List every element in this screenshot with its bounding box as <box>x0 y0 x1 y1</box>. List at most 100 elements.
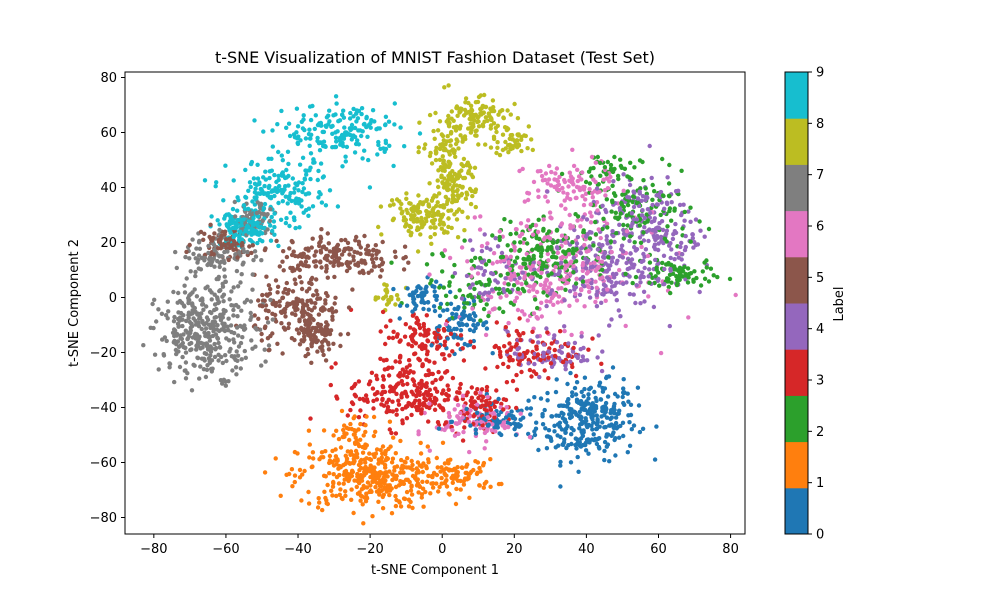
scatter-point-label-2 <box>638 186 643 191</box>
scatter-point-label-8 <box>448 143 453 148</box>
scatter-point-label-3 <box>369 370 375 375</box>
scatter-point-label-0 <box>614 426 619 431</box>
scatter-point-label-2 <box>508 248 514 253</box>
scatter-point-label-4 <box>566 341 571 346</box>
scatter-point-label-9 <box>364 124 369 130</box>
scatter-point-label-7 <box>236 333 241 338</box>
scatter-point-label-5 <box>301 339 306 344</box>
scatter-point-label-2 <box>587 181 593 186</box>
scatter-point-label-6 <box>596 227 601 232</box>
scatter-point-label-7 <box>237 250 242 255</box>
scatter-point-label-0 <box>526 398 531 403</box>
scatter-point-label-8 <box>452 150 457 156</box>
scatter-point-label-7 <box>228 323 234 328</box>
scatter-point-label-4 <box>600 203 605 208</box>
scatter-point-label-4 <box>617 254 623 259</box>
scatter-point-label-3 <box>374 376 380 382</box>
scatter-point-label-7 <box>249 212 254 217</box>
scatter-point-label-9 <box>306 206 312 211</box>
scatter-point-label-2 <box>624 213 629 218</box>
scatter-point-label-6 <box>460 393 466 398</box>
scatter-point-label-6 <box>579 177 584 182</box>
scatter-point-label-2 <box>677 272 683 277</box>
scatter-point-label-5 <box>297 274 302 280</box>
scatter-point-label-3 <box>434 339 439 344</box>
scatter-point-label-0 <box>473 427 478 432</box>
scatter-point-label-3 <box>492 415 497 420</box>
scatter-point-label-7 <box>180 354 185 360</box>
scatter-point-label-6 <box>528 275 534 280</box>
scatter-point-label-2 <box>522 261 528 267</box>
scatter-point-label-9 <box>341 108 346 113</box>
scatter-point-label-5 <box>319 265 324 270</box>
scatter-point-label-1 <box>322 489 327 494</box>
scatter-point-label-6 <box>574 276 579 281</box>
scatter-point-label-6 <box>733 292 738 298</box>
scatter-point-label-1 <box>342 477 347 482</box>
scatter-point-label-7 <box>148 325 153 330</box>
scatter-point-label-1 <box>465 462 470 467</box>
scatter-point-label-8 <box>456 146 461 151</box>
scatter-point-label-0 <box>586 451 591 456</box>
scatter-point-label-4 <box>597 242 602 247</box>
scatter-point-label-9 <box>315 138 320 144</box>
scatter-point-label-8 <box>448 131 454 136</box>
scatter-point-label-1 <box>358 437 363 442</box>
scatter-point-label-2 <box>675 281 680 286</box>
scatter-point-label-0 <box>588 406 593 411</box>
scatter-point-label-2 <box>462 238 467 243</box>
scatter-point-label-9 <box>306 131 312 137</box>
scatter-point-label-7 <box>230 368 235 373</box>
scatter-point-label-6 <box>485 394 490 400</box>
scatter-point-label-9 <box>308 176 313 182</box>
scatter-point-label-8 <box>508 133 513 138</box>
scatter-point-label-1 <box>461 482 467 487</box>
scatter-point-label-3 <box>506 333 511 338</box>
scatter-point-label-3 <box>442 398 447 403</box>
scatter-point-label-6 <box>472 215 477 220</box>
scatter-point-label-4 <box>627 274 632 279</box>
scatter-point-label-4 <box>677 202 683 208</box>
scatter-point-label-1 <box>330 460 335 465</box>
scatter-point-label-4 <box>501 287 506 292</box>
scatter-point-label-5 <box>259 331 264 337</box>
scatter-point-label-4 <box>668 241 673 246</box>
scatter-point-label-6 <box>582 242 587 248</box>
scatter-point-label-0 <box>404 303 410 308</box>
scatter-point-label-3 <box>411 339 416 344</box>
scatter-point-label-7 <box>242 348 247 354</box>
scatter-point-label-8 <box>519 137 524 142</box>
scatter-point-label-6 <box>623 323 628 329</box>
scatter-point-label-3 <box>409 343 415 349</box>
scatter-point-label-2 <box>497 234 502 240</box>
scatter-point-label-9 <box>215 218 220 223</box>
scatter-point-label-6 <box>468 408 473 413</box>
scatter-point-label-4 <box>608 263 613 268</box>
scatter-point-label-1 <box>358 421 363 427</box>
scatter-point-label-0 <box>600 420 605 425</box>
scatter-point-label-7 <box>233 252 238 257</box>
scatter-point-label-9 <box>307 143 312 148</box>
scatter-point-label-9 <box>202 178 208 183</box>
scatter-point-label-9 <box>417 131 423 136</box>
scatter-point-label-4 <box>659 239 664 244</box>
scatter-point-label-8 <box>446 113 451 119</box>
scatter-point-label-8 <box>383 288 388 293</box>
scatter-point-label-8 <box>376 224 381 230</box>
scatter-point-label-0 <box>437 324 442 329</box>
scatter-point-label-7 <box>183 254 188 260</box>
scatter-point-label-6 <box>466 419 472 424</box>
scatter-point-label-5 <box>392 249 398 254</box>
scatter-point-label-6 <box>538 282 543 288</box>
scatter-point-label-0 <box>536 447 541 453</box>
scatter-point-label-0 <box>589 423 594 428</box>
scatter-point-label-4 <box>660 227 666 233</box>
scatter-point-label-6 <box>447 255 453 261</box>
scatter-point-label-8 <box>476 124 482 129</box>
scatter-point-label-7 <box>223 279 228 284</box>
scatter-point-label-8 <box>446 83 451 88</box>
scatter-point-label-8 <box>496 112 501 117</box>
scatter-point-label-5 <box>345 240 351 246</box>
scatter-point-label-9 <box>287 223 292 229</box>
scatter-point-label-5 <box>318 345 323 350</box>
